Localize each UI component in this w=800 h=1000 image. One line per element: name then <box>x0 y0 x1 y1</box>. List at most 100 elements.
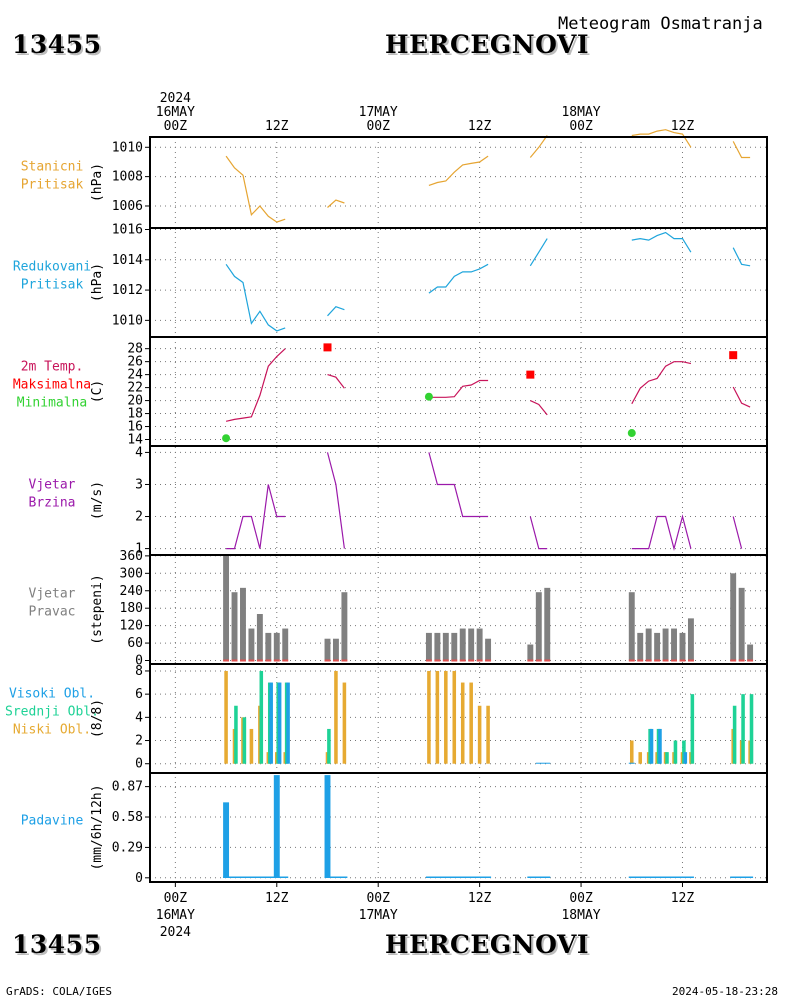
y-tick-label: 0.87 <box>112 780 143 795</box>
time-label-top: 18MAY <box>561 105 600 120</box>
data-bar <box>223 555 230 661</box>
data-bar <box>662 628 669 661</box>
panel-label: Brzina <box>29 496 76 511</box>
y-tick-label: 1010 <box>112 140 143 155</box>
data-series-line <box>631 361 692 405</box>
time-label-bottom: 12Z <box>671 891 695 906</box>
y-axis-label: (8/8) <box>90 699 105 738</box>
data-series-line <box>530 400 548 416</box>
station-name-bottom: HERCEGNOVI <box>385 930 590 959</box>
data-bar <box>679 632 686 661</box>
data-bar <box>273 775 280 878</box>
y-tick-label: 24 <box>127 368 143 383</box>
time-label-bottom: 00Z <box>164 891 188 906</box>
data-series-line <box>529 238 548 267</box>
data-bar <box>476 628 483 661</box>
cloud-bar-mid <box>749 694 754 764</box>
data-series-line <box>529 516 548 550</box>
time-label-top: 2024 <box>160 91 191 106</box>
data-bar <box>434 632 441 661</box>
time-label-top: 17MAY <box>359 105 398 120</box>
y-tick-label: 0.29 <box>112 840 143 855</box>
data-series-line <box>225 348 286 422</box>
data-series-line <box>226 484 286 550</box>
panel-frame <box>149 772 768 883</box>
data-series-line <box>428 263 489 294</box>
y-tick-label: 6 <box>135 687 143 702</box>
time-label-top: 12Z <box>671 119 695 134</box>
generation-timestamp: 2024-05-18-23:28 <box>672 985 778 998</box>
data-series-line <box>631 231 692 253</box>
y-tick-label: 120 <box>120 619 143 634</box>
data-series-line <box>631 129 692 148</box>
tmin-marker <box>222 434 231 443</box>
y-tick-label: 20 <box>127 394 143 409</box>
panel-frame <box>149 136 768 229</box>
y-tick-label: 8 <box>135 664 143 679</box>
data-series-line <box>529 135 548 158</box>
data-bar <box>223 802 230 878</box>
time-label-bottom: 12Z <box>468 891 492 906</box>
cloud-bar-low <box>342 682 347 764</box>
panel-label: Stanicni <box>21 160 84 175</box>
panel-label: Pritisak <box>21 178 84 193</box>
data-series-line <box>327 199 345 208</box>
cloud-bar-mid <box>242 717 247 764</box>
data-bar <box>265 632 272 661</box>
panel-label: Maksimalna <box>13 378 91 393</box>
cloud-bar-high <box>658 728 662 764</box>
data-bar <box>730 573 737 661</box>
y-tick-label: 2 <box>135 734 143 749</box>
panel-label: Visoki Obl. <box>9 687 95 702</box>
y-tick-label: 1006 <box>112 199 143 214</box>
time-label-bottom: 00Z <box>569 891 593 906</box>
time-label-bottom: 2024 <box>160 925 191 940</box>
y-tick-label: 22 <box>127 381 143 396</box>
data-bar <box>282 628 289 661</box>
y-tick-label: 2 <box>135 510 143 525</box>
data-bar <box>451 632 458 661</box>
cloud-bar-low <box>486 705 490 764</box>
data-series-line <box>631 514 692 551</box>
panel-label: 2m Temp. <box>21 360 84 375</box>
time-label-top: 00Z <box>164 119 188 134</box>
panel-label: Niski Obl. <box>13 723 91 738</box>
cloud-bar-low <box>444 670 448 764</box>
grads-credit: GrADS: COLA/IGES <box>6 985 112 998</box>
cloud-bar-mid <box>690 694 695 764</box>
data-bar <box>248 628 255 661</box>
data-series-line <box>428 452 489 518</box>
meteogram-subtitle: Meteogram Osmatranja <box>558 14 763 34</box>
cloud-bar-low <box>460 682 465 764</box>
data-bar <box>341 592 348 661</box>
cloud-bar-low <box>224 670 228 764</box>
data-series-line <box>225 263 286 332</box>
y-axis-label: (C) <box>90 380 105 403</box>
tmax-marker <box>526 370 535 379</box>
tmax-marker <box>323 343 332 352</box>
data-bar <box>240 587 246 661</box>
panel-label: Padavine <box>21 814 84 829</box>
cloud-bar-low <box>249 728 254 764</box>
data-bar <box>747 644 754 661</box>
y-tick-label: 240 <box>120 584 143 599</box>
cloud-bar-high <box>277 682 282 764</box>
y-tick-label: 1012 <box>112 283 143 298</box>
y-axis-label: (hPa) <box>90 263 105 302</box>
data-series-line <box>732 247 751 267</box>
data-series-line <box>327 374 345 389</box>
data-series-line <box>326 452 345 549</box>
y-tick-label: 360 <box>120 549 143 564</box>
time-label-top: 16MAY <box>156 105 195 120</box>
data-bar <box>645 628 652 661</box>
cloud-bar-mid <box>732 705 737 764</box>
y-tick-label: 1 <box>135 542 143 557</box>
y-tick-label: 1016 <box>112 223 143 238</box>
data-series-line <box>428 379 489 398</box>
y-axis-label: (hPa) <box>90 163 105 202</box>
y-tick-label: 28 <box>127 342 143 357</box>
time-label-bottom: 18MAY <box>561 908 600 923</box>
panel-label: Redukovani <box>13 260 91 275</box>
data-bar <box>273 632 280 661</box>
